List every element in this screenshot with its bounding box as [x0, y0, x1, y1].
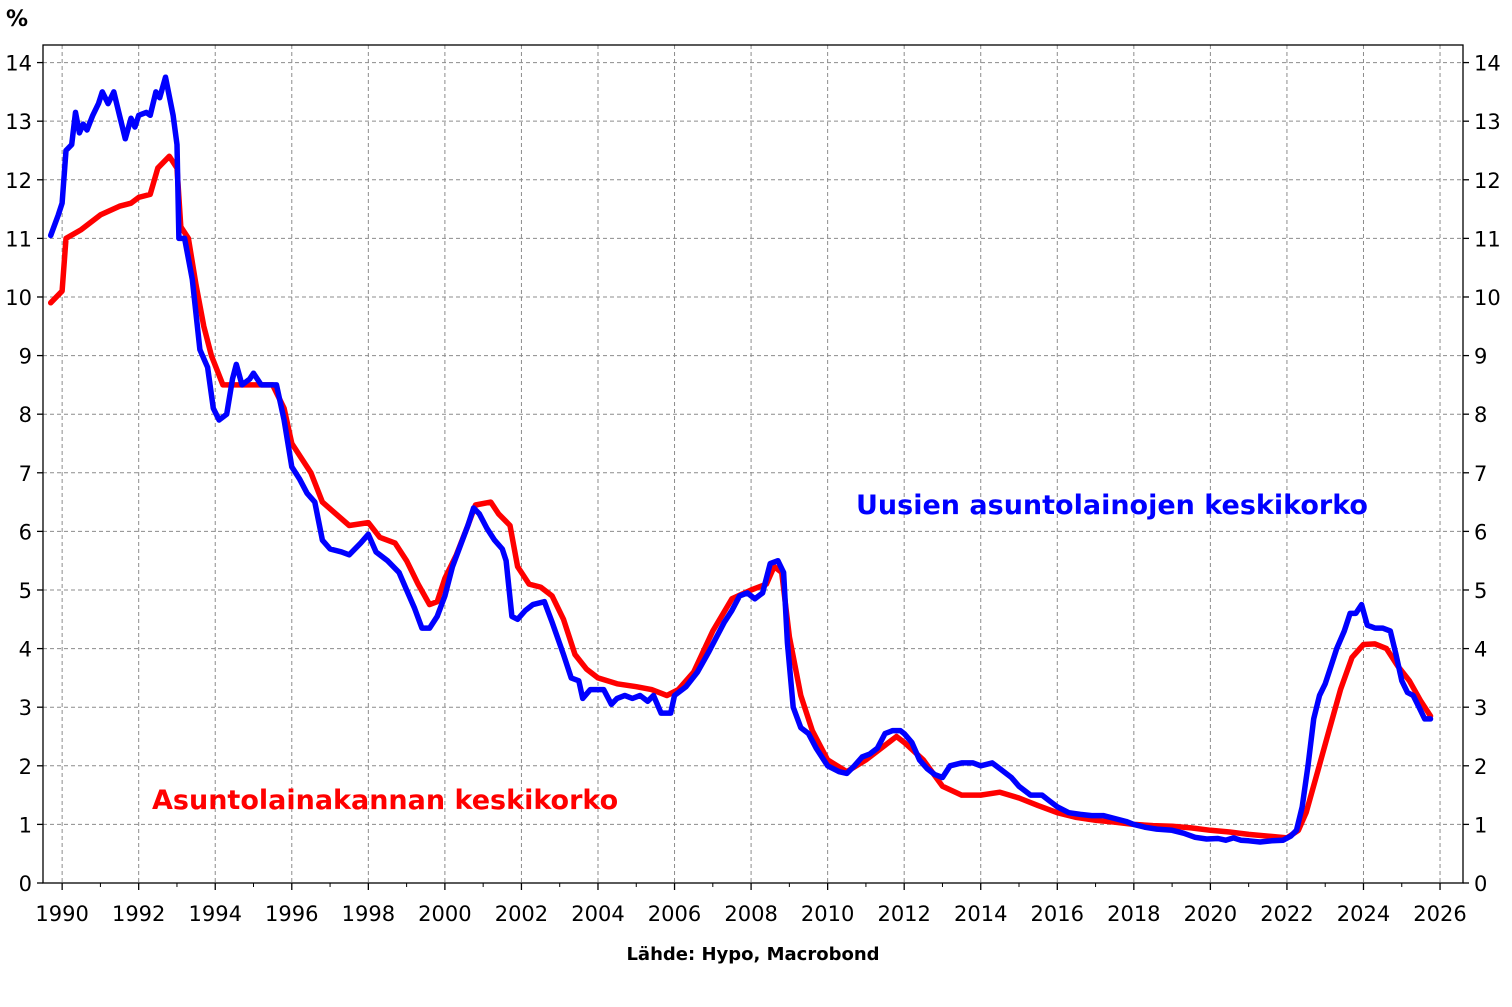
- plot-area-frame: [42, 44, 1464, 884]
- y-tick-label-right: 8: [1474, 403, 1487, 427]
- y-tick-label-right: 14: [1474, 52, 1501, 76]
- y-tick-label-left: 14: [5, 52, 32, 76]
- y-tick-label-left: 2: [19, 755, 32, 779]
- y-tick-label-right: 13: [1474, 110, 1501, 134]
- y-tick-label-right: 6: [1474, 520, 1487, 544]
- y-tick-label-right: 1: [1474, 813, 1487, 837]
- y-tick-label-right: 4: [1474, 638, 1487, 662]
- x-tick-label: 1990: [35, 902, 88, 926]
- y-tick-label-left: 5: [19, 579, 32, 603]
- y-tick-label-left: 7: [19, 462, 32, 486]
- unit-label: %: [6, 7, 28, 32]
- y-tick-label-left: 1: [19, 813, 32, 837]
- x-tick-label: 1992: [112, 902, 165, 926]
- y-tick-label-right: 7: [1474, 462, 1487, 486]
- x-tick-label: 2024: [1337, 902, 1390, 926]
- y-tick-label-right: 5: [1474, 579, 1487, 603]
- y-tick-label-right: 0: [1474, 872, 1487, 896]
- x-tick-label: 2018: [1107, 902, 1160, 926]
- x-tick-label: 2014: [954, 902, 1007, 926]
- x-tick-label: 2020: [1184, 902, 1237, 926]
- series-line-loan-stock: [47, 153, 1434, 841]
- x-tick-label: 2010: [801, 902, 854, 926]
- x-tick-label: 2004: [571, 902, 624, 926]
- grid: [43, 45, 1463, 883]
- series-label-loan-stock: Asuntolainakannan keskikorko: [152, 785, 618, 816]
- x-tick-label: 1996: [265, 902, 318, 926]
- x-tick-label: 2026: [1413, 902, 1466, 926]
- y-tick-label-left: 12: [5, 169, 32, 193]
- y-tick-label-right: 11: [1474, 227, 1501, 251]
- x-tick-label: 2006: [648, 902, 701, 926]
- x-tick-label: 2000: [418, 902, 471, 926]
- x-tick-label: 2008: [724, 902, 777, 926]
- series-lines: [47, 74, 1434, 845]
- y-tick-label-left: 10: [5, 286, 32, 310]
- y-tick-label-right: 12: [1474, 169, 1501, 193]
- axis-labels: 1990 1992 1994 1996 1998 2000 2002 2004 2006 2008…: [5, 52, 1500, 926]
- y-tick-label-left: 6: [19, 520, 32, 544]
- series-line-new-loans: [47, 74, 1434, 845]
- y-tick-label-right: 9: [1474, 345, 1487, 369]
- x-tick-label: 1998: [342, 902, 395, 926]
- y-tick-label-right: 10: [1474, 286, 1501, 310]
- y-tick-label-left: 4: [19, 638, 32, 662]
- series-label-new-loans: Uusien asuntolainojen keskikorko: [856, 490, 1368, 521]
- x-tick-label: 2012: [877, 902, 930, 926]
- y-tick-label-left: 8: [19, 403, 32, 427]
- y-tick-label-right: 3: [1474, 696, 1487, 720]
- y-tick-label-left: 3: [19, 696, 32, 720]
- x-tick-label: 2016: [1031, 902, 1084, 926]
- y-tick-label-right: 2: [1474, 755, 1487, 779]
- y-tick-label-left: 13: [5, 110, 32, 134]
- x-tick-label: 2002: [495, 902, 548, 926]
- y-tick-label-left: 0: [19, 872, 32, 896]
- x-tick-label: 1994: [189, 902, 242, 926]
- x-tick-label: 2022: [1260, 902, 1313, 926]
- y-tick-label-left: 11: [5, 227, 32, 251]
- source-note: Lähde: Hypo, Macrobond: [626, 944, 879, 965]
- y-tick-label-left: 9: [19, 345, 32, 369]
